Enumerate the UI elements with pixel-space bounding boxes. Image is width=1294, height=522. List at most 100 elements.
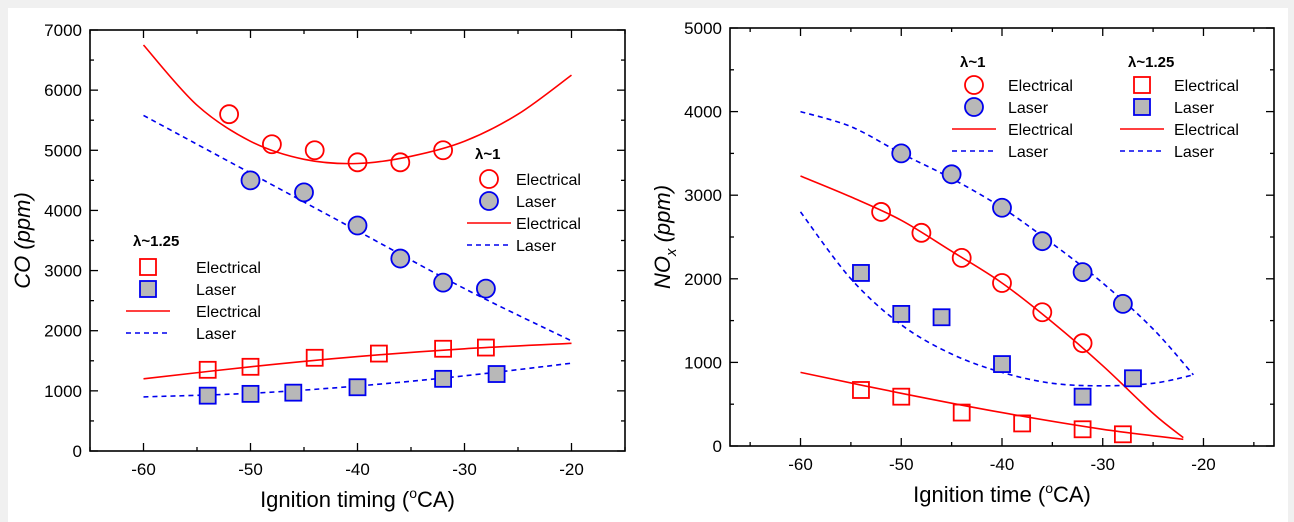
legend-marker-filled-circle xyxy=(964,97,984,117)
series-lambda125-electrical-points xyxy=(198,338,495,379)
y-tick-label: 4000 xyxy=(684,103,722,122)
legend: λ~1ElectricalLaserElectricalLaserλ~1.25E… xyxy=(126,146,581,343)
x-axis-title-end: CA) xyxy=(417,487,455,512)
y-tick-label: 7000 xyxy=(44,21,82,40)
y-axis-title-main: NO xyxy=(650,256,675,289)
x-tick-label: -40 xyxy=(990,455,1015,474)
data-point xyxy=(951,247,972,268)
legend-label: Laser xyxy=(516,238,557,255)
data-point xyxy=(475,278,496,299)
y-axis-title-end: (ppm) xyxy=(650,185,675,249)
data-point xyxy=(305,348,324,367)
legend-label: Electrical xyxy=(196,260,261,277)
series-lambda125-laser-points xyxy=(852,264,1142,406)
legend-marker-filled-square xyxy=(139,280,157,298)
y-tick-label: 2000 xyxy=(684,270,722,289)
data-point xyxy=(241,384,260,403)
chart-panel-1: -60 -50 -40 -30 -20 0 1000 2000 3000 4000 5000 6000… xyxy=(10,21,626,512)
x-tick-label: -40 xyxy=(345,460,370,479)
data-point xyxy=(1113,425,1132,444)
data-point xyxy=(1013,414,1032,433)
x-axis-title: Ignition time (oCA) xyxy=(913,480,1091,507)
fit-line-lambda125-electrical xyxy=(143,342,572,380)
series-lambda125-electrical-points xyxy=(852,381,1132,444)
x-tick-label: -60 xyxy=(788,455,813,474)
data-point xyxy=(261,134,282,155)
fit-line-lambda1-electrical xyxy=(800,175,1184,439)
data-point xyxy=(1124,369,1142,388)
legend-marker-open-square xyxy=(139,258,157,276)
series-lambda1-laser-points xyxy=(240,170,496,299)
legend-label: Electrical xyxy=(1008,122,1073,139)
data-point xyxy=(993,355,1011,373)
x-axis-title-sup: o xyxy=(409,485,417,501)
legend-label: Laser xyxy=(1008,144,1049,161)
data-point xyxy=(348,378,367,397)
y-tick-label: 0 xyxy=(73,442,82,461)
data-point xyxy=(304,140,325,161)
figure: -60 -50 -40 -30 -20 0 1000 2000 3000 4000 5000 6000… xyxy=(8,8,1288,522)
data-point xyxy=(487,365,506,383)
data-point xyxy=(852,381,870,399)
x-tick-label: -50 xyxy=(889,455,914,474)
data-point xyxy=(1112,293,1133,314)
x-tick-label: -30 xyxy=(452,460,477,479)
data-point xyxy=(1073,420,1092,439)
y-tick-label: 0 xyxy=(713,437,722,456)
data-point xyxy=(852,264,870,282)
y-tick-label: 6000 xyxy=(44,81,82,100)
legend: λ~1ElectricalLaserElectricalLaserλ~1.25E… xyxy=(952,54,1239,161)
legend-label: Electrical xyxy=(196,304,261,321)
data-point xyxy=(941,164,962,185)
legend-label: Electrical xyxy=(1174,122,1239,139)
data-point xyxy=(433,140,454,161)
series-lambda1-electrical-points xyxy=(871,202,1093,354)
data-point xyxy=(241,357,260,376)
series-lambda125-laser-points xyxy=(198,365,506,405)
legend-label: Laser xyxy=(1008,100,1049,117)
legend-marker-filled-square xyxy=(1133,98,1151,116)
legend-label: Electrical xyxy=(1008,78,1073,95)
legend-label: Laser xyxy=(516,194,557,211)
data-point xyxy=(390,152,411,173)
legend-marker-open-circle xyxy=(479,169,499,189)
data-point xyxy=(1072,333,1093,354)
y-tick-label: 2000 xyxy=(44,322,82,341)
legend-label: Laser xyxy=(1174,144,1215,161)
data-point xyxy=(892,387,911,406)
data-point xyxy=(198,360,217,379)
data-point xyxy=(1032,231,1053,252)
x-axis-title-end: CA) xyxy=(1053,482,1091,507)
legend-label: Laser xyxy=(1174,100,1215,117)
y-tick-label: 4000 xyxy=(44,201,82,220)
legend-label: Electrical xyxy=(516,216,581,233)
y-tick-label: 5000 xyxy=(44,141,82,160)
x-axis-title-main: Ignition time ( xyxy=(913,482,1046,507)
y-tick-label: 3000 xyxy=(44,262,82,281)
x-axis-title-sup: o xyxy=(1045,480,1053,496)
legend-group-title: λ~1.25 xyxy=(1128,54,1174,71)
fit-line-lambda125-electrical xyxy=(800,371,1184,441)
data-point xyxy=(992,273,1012,293)
y-axis-title-main: CO (ppm) xyxy=(10,192,35,289)
series-lambda1-laser-points xyxy=(891,143,1133,314)
data-point xyxy=(992,197,1012,218)
x-axis-title: Ignition timing (oCA) xyxy=(260,485,455,512)
data-point xyxy=(1072,262,1093,283)
chart-panel-2: -60 -50 -40 -30 -20 0 1000 2000 3000 4000 5000 Igni… xyxy=(650,19,1275,507)
y-axis-title: NOx (ppm) xyxy=(650,185,680,289)
charts-svg: -60 -50 -40 -30 -20 0 1000 2000 3000 4000 5000 6000… xyxy=(10,19,1275,512)
x-tick-label: -20 xyxy=(1191,455,1216,474)
data-point xyxy=(347,215,368,236)
data-point xyxy=(1073,387,1092,406)
data-point xyxy=(433,272,454,293)
y-tick-label: 1000 xyxy=(684,353,722,372)
x-tick-label: -60 xyxy=(131,460,156,479)
data-point xyxy=(871,202,892,222)
y-tick-label: 3000 xyxy=(684,186,722,205)
data-point xyxy=(240,170,261,191)
legend-label: Laser xyxy=(196,282,237,299)
legend-marker-open-circle xyxy=(964,75,984,95)
data-point xyxy=(390,248,411,269)
x-tick-label: -20 xyxy=(559,460,584,479)
